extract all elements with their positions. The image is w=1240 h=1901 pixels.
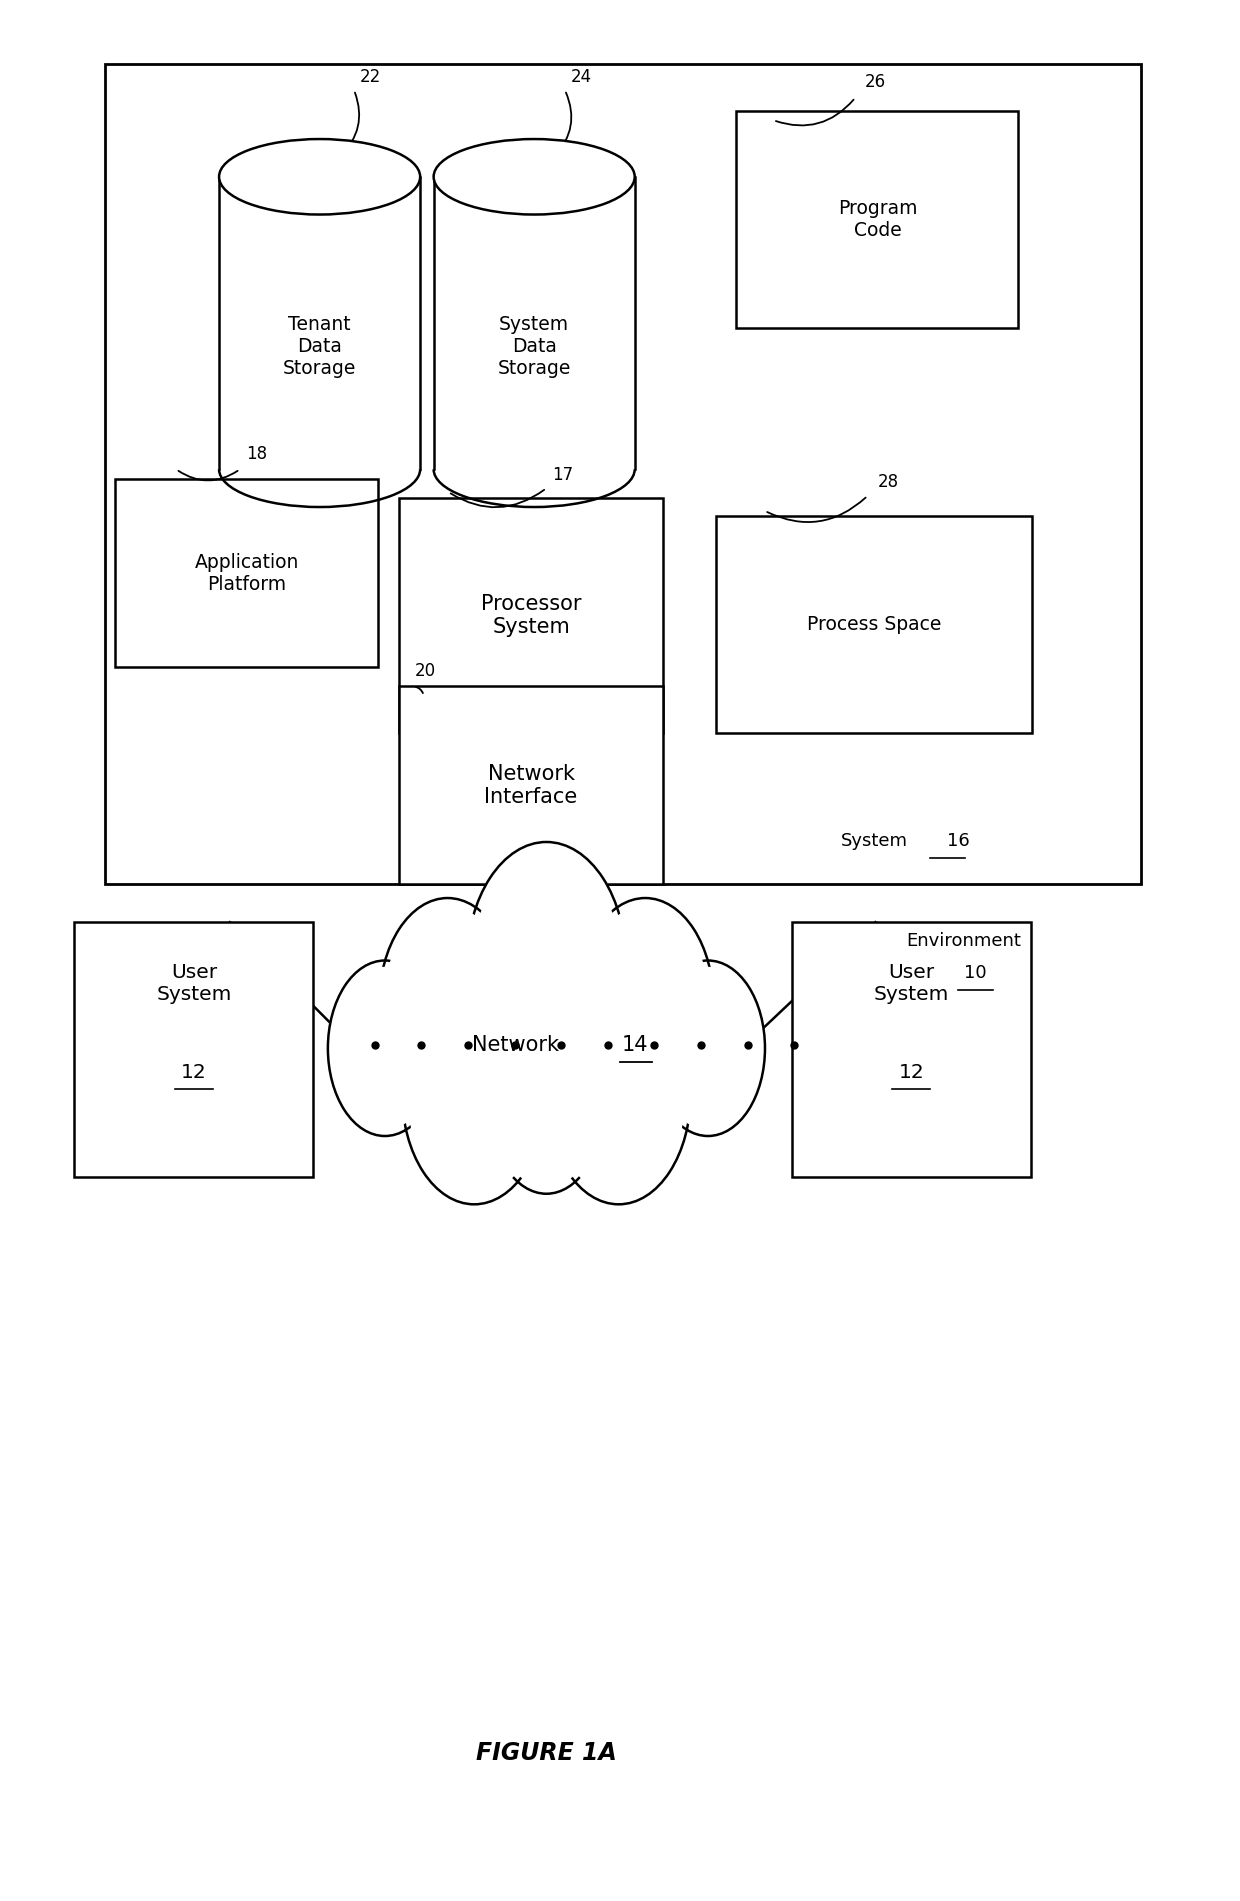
Ellipse shape <box>434 139 635 215</box>
Bar <box>399 686 663 884</box>
Text: System
Data
Storage: System Data Storage <box>497 316 570 378</box>
Bar <box>74 922 314 1177</box>
Text: Application
Platform: Application Platform <box>195 553 299 593</box>
Text: 12: 12 <box>181 1063 207 1082</box>
Bar <box>219 177 420 470</box>
Bar <box>434 177 635 470</box>
Circle shape <box>466 842 626 1087</box>
Text: User
System: User System <box>156 964 232 1004</box>
Text: 12: 12 <box>898 1063 924 1082</box>
Circle shape <box>656 968 760 1129</box>
Circle shape <box>379 897 516 1108</box>
Text: Network
Interface: Network Interface <box>485 764 578 808</box>
Bar <box>105 63 1141 884</box>
Text: Program
Code: Program Code <box>838 200 918 240</box>
Text: User
System: User System <box>873 964 949 1004</box>
Circle shape <box>494 1025 599 1186</box>
Text: 14: 14 <box>621 1034 649 1055</box>
Text: FIGURE 1A: FIGURE 1A <box>476 1741 616 1764</box>
Ellipse shape <box>219 139 420 215</box>
Text: 28: 28 <box>878 473 899 492</box>
Text: 18: 18 <box>246 445 267 464</box>
Bar <box>791 922 1030 1177</box>
Circle shape <box>651 960 765 1137</box>
Bar <box>737 110 1018 327</box>
Bar <box>115 479 378 667</box>
Circle shape <box>577 897 714 1108</box>
Circle shape <box>583 907 708 1101</box>
Text: Process Space: Process Space <box>806 616 941 635</box>
Circle shape <box>472 852 620 1078</box>
Text: 16: 16 <box>947 833 970 850</box>
Text: 26: 26 <box>866 74 887 91</box>
Bar <box>715 517 1032 734</box>
Text: Processor
System: Processor System <box>481 593 582 637</box>
Circle shape <box>490 1019 604 1194</box>
Text: 22: 22 <box>360 68 382 86</box>
Text: Tenant
Data
Storage: Tenant Data Storage <box>283 316 356 378</box>
Text: System: System <box>841 833 908 850</box>
Text: 10: 10 <box>965 964 987 983</box>
Circle shape <box>552 990 684 1196</box>
Circle shape <box>547 983 691 1205</box>
Text: 17: 17 <box>553 466 574 485</box>
Circle shape <box>408 990 541 1196</box>
Text: Environment: Environment <box>906 931 1021 950</box>
Circle shape <box>332 968 438 1129</box>
Circle shape <box>384 907 511 1101</box>
Circle shape <box>402 983 547 1205</box>
Text: Network: Network <box>472 1034 559 1055</box>
Text: 20: 20 <box>415 662 436 681</box>
Bar <box>399 498 663 734</box>
Circle shape <box>327 960 441 1137</box>
Text: 24: 24 <box>570 68 591 86</box>
